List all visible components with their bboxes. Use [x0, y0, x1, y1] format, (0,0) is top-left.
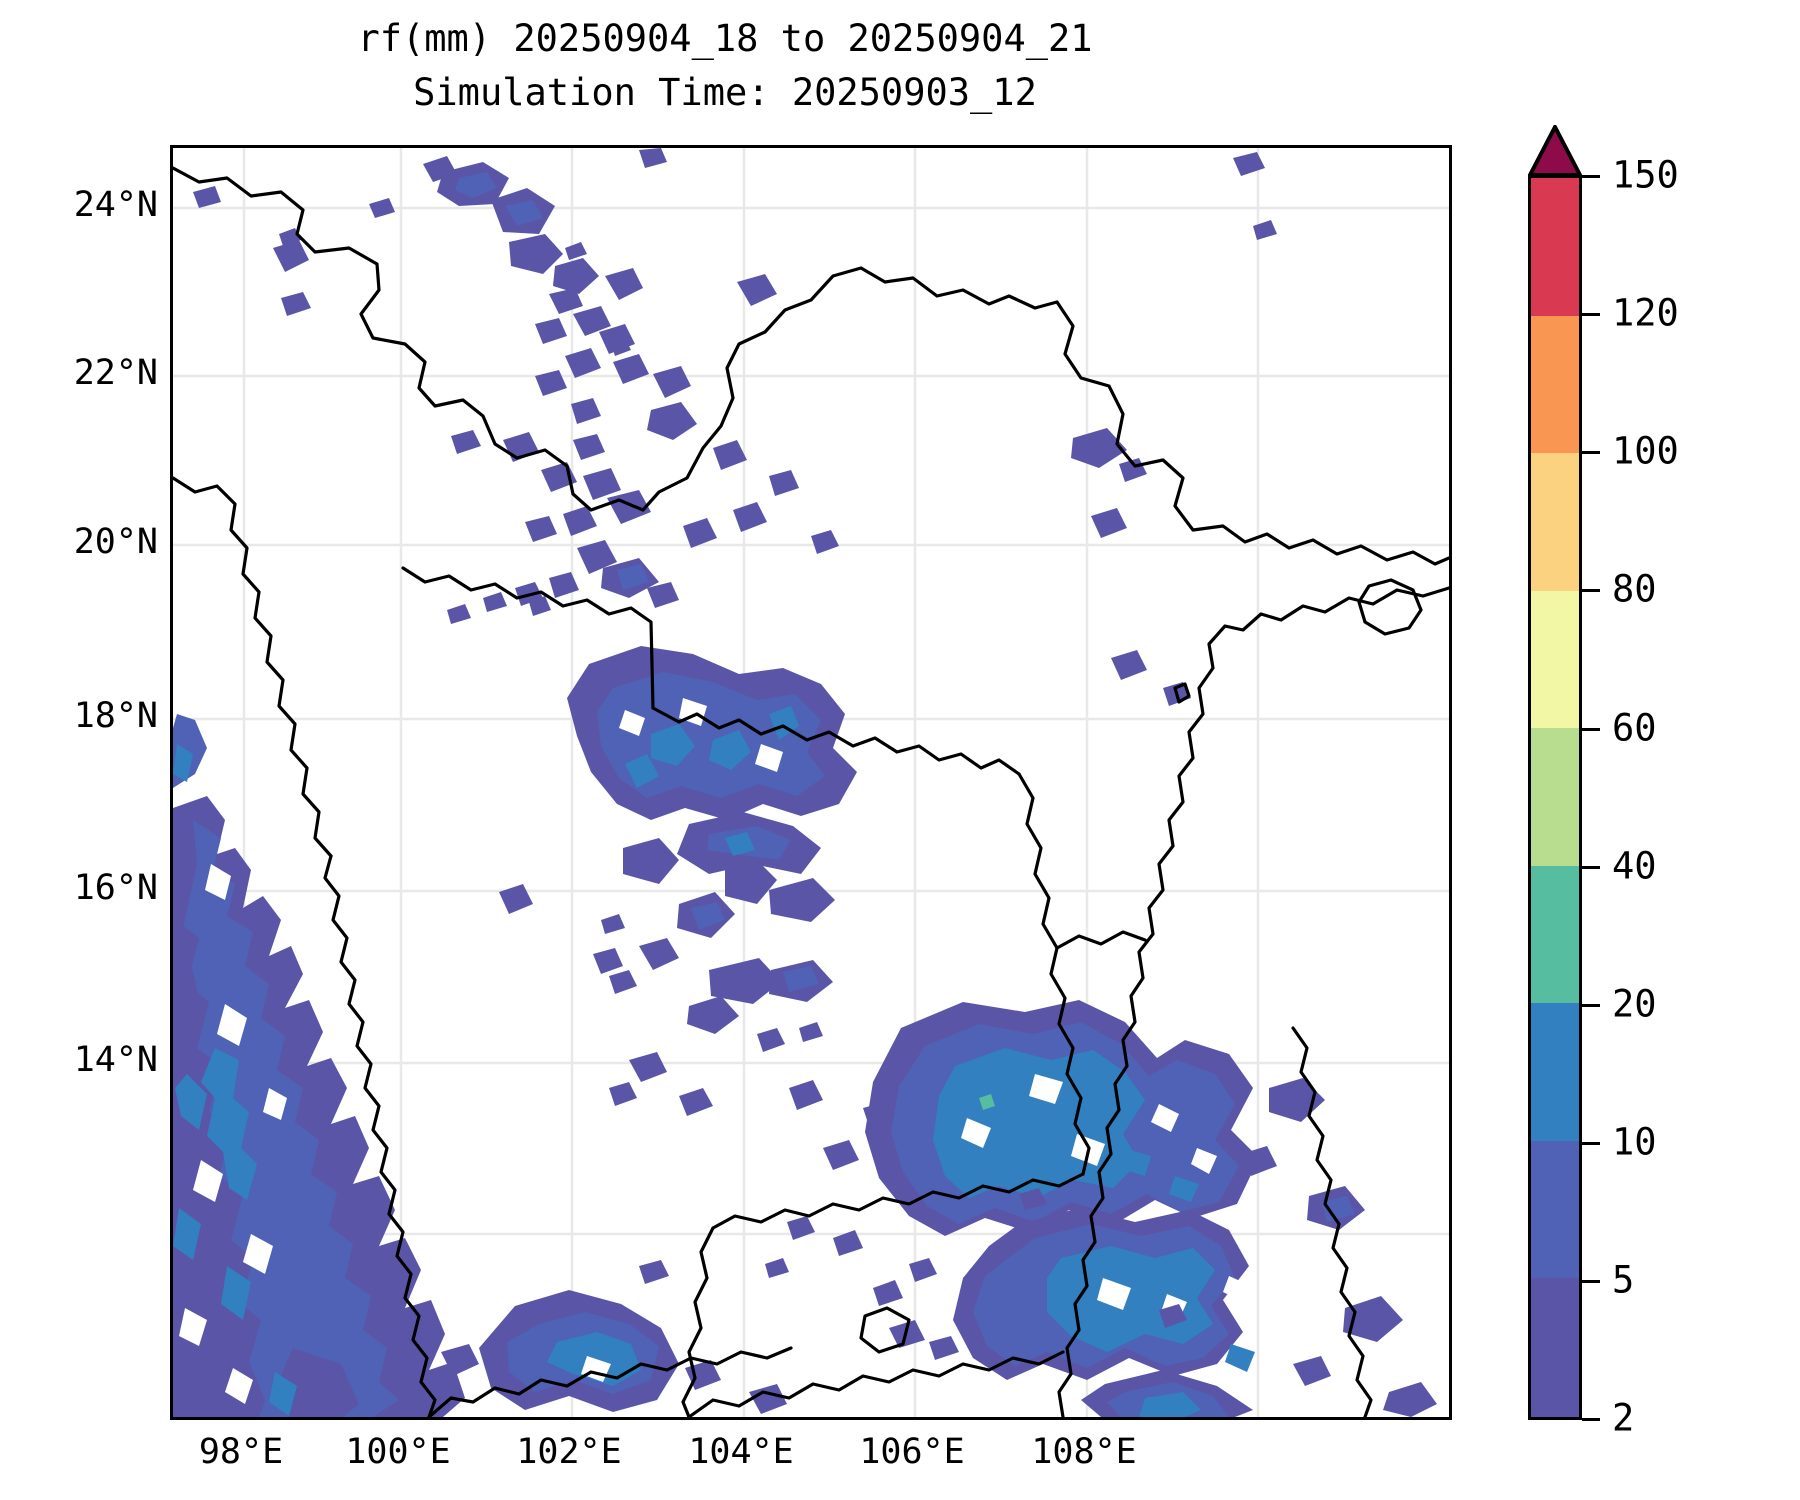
xtick-label-108E: 108°E — [1031, 1432, 1137, 1472]
ytick-label-14N: 14°N — [73, 1040, 158, 1080]
cb-tick-2 — [1582, 1418, 1600, 1421]
colorbar-gradient — [1528, 175, 1582, 1420]
cb-label-150: 150 — [1612, 153, 1679, 197]
cb-label-2: 2 — [1612, 1396, 1635, 1440]
cb-seg-80-100 — [1531, 453, 1579, 591]
cb-seg-120-150 — [1531, 178, 1579, 316]
xtick-label-98E: 98°E — [198, 1432, 284, 1472]
title-line-2: Simulation Time: 20250903_12 — [413, 71, 1037, 114]
cb-tick-40 — [1582, 866, 1600, 869]
rain-region-north-laos — [567, 646, 857, 922]
cb-label-5: 5 — [1612, 1258, 1635, 1302]
gridlines — [173, 148, 1449, 1417]
cb-label-20: 20 — [1612, 982, 1657, 1026]
rain-region-gulf-thailand — [401, 1260, 787, 1414]
cb-label-40: 40 — [1612, 844, 1657, 888]
xtick-label-100E: 100°E — [345, 1432, 451, 1472]
cb-seg-60-80 — [1531, 590, 1579, 729]
cb-label-60: 60 — [1612, 706, 1657, 750]
rainfall-map — [170, 145, 1452, 1420]
colorbar: 150 120 100 80 60 40 20 10 5 2 — [1528, 125, 1788, 1440]
cb-label-120: 120 — [1612, 291, 1679, 335]
rain-region-scattered-north — [193, 148, 1277, 706]
cb-tick-60 — [1582, 728, 1600, 731]
colorbar-extend-arrow — [1528, 125, 1582, 177]
cb-label-100: 100 — [1612, 429, 1679, 473]
cb-seg-5-10 — [1531, 1140, 1579, 1279]
cb-seg-10-20 — [1531, 1003, 1579, 1141]
cb-seg-20-40 — [1531, 865, 1579, 1004]
xtick-label-106E: 106°E — [859, 1432, 965, 1472]
rain-region-myanmar-coast — [173, 714, 207, 788]
ytick-label-16N: 16°N — [73, 868, 158, 908]
ytick-label-18N: 18°N — [73, 696, 158, 736]
rain-region-thailand-interior — [765, 1188, 1047, 1278]
ytick-label-20N: 20°N — [73, 522, 158, 562]
cb-tick-10 — [1582, 1142, 1600, 1145]
cb-label-10: 10 — [1612, 1120, 1657, 1164]
rain-region-south-laos-vietnam — [823, 1000, 1437, 1417]
ytick-label-22N: 22°N — [73, 353, 158, 393]
map-svg — [173, 148, 1449, 1417]
cb-seg-100-120 — [1531, 315, 1579, 454]
cb-label-80: 80 — [1612, 567, 1657, 611]
xtick-label-102E: 102°E — [516, 1432, 622, 1472]
cb-tick-120 — [1582, 313, 1600, 316]
cb-tick-20 — [1582, 1004, 1600, 1007]
rain-region-central-laos — [499, 860, 833, 1116]
chart-title-block: rf(mm) 20250904_18 to 20250904_21 Simula… — [0, 12, 1450, 120]
cb-seg-40-60 — [1531, 728, 1579, 866]
rainfall-contours — [173, 148, 1437, 1417]
map-outlines — [173, 166, 1449, 1417]
cb-tick-5 — [1582, 1280, 1600, 1283]
cb-tick-100 — [1582, 451, 1600, 454]
cb-tick-80 — [1582, 589, 1600, 592]
xtick-label-104E: 104°E — [688, 1432, 794, 1472]
ytick-label-24N: 24°N — [73, 185, 158, 225]
title-line-1: rf(mm) 20250904_18 to 20250904_21 — [357, 17, 1093, 60]
cb-tick-150 — [1582, 175, 1600, 178]
cb-seg-2-5 — [1531, 1278, 1579, 1417]
rain-region-andaman — [173, 796, 465, 1417]
